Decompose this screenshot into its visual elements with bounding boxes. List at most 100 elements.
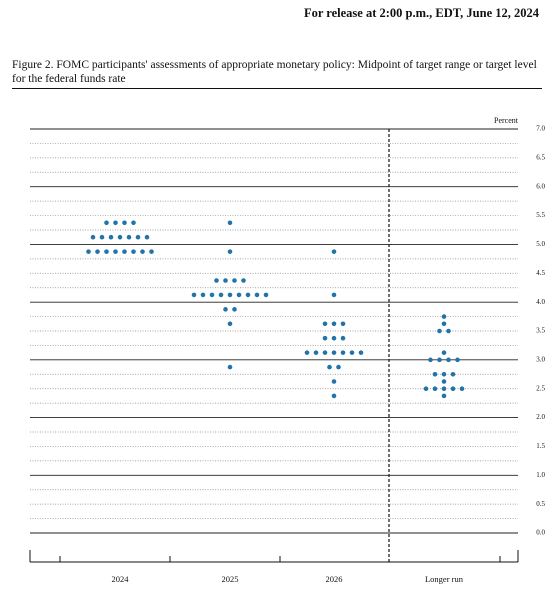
dot xyxy=(232,278,237,283)
dot xyxy=(331,249,337,254)
dot xyxy=(140,249,145,254)
dot xyxy=(331,321,337,327)
dot xyxy=(432,386,438,392)
dot xyxy=(227,220,233,226)
dot xyxy=(108,234,114,240)
dot xyxy=(340,350,346,355)
dot xyxy=(86,249,91,254)
x-tick-label: Longer run xyxy=(425,574,464,584)
dot xyxy=(122,249,127,254)
dot xyxy=(104,249,109,254)
dot xyxy=(241,278,246,283)
dot xyxy=(459,386,465,392)
dot xyxy=(227,292,233,298)
dot xyxy=(441,321,447,327)
dot xyxy=(245,292,251,298)
dot xyxy=(113,220,118,226)
y-tick-label: 0.5 xyxy=(536,500,545,508)
dot xyxy=(254,292,260,298)
dot xyxy=(450,371,456,377)
dot xyxy=(331,350,337,355)
dot xyxy=(446,357,451,363)
chart-title: Figure 2. FOMC participants' assessments… xyxy=(12,59,537,85)
dot xyxy=(331,292,337,298)
y-tick-label: 5.0 xyxy=(536,240,545,248)
y-tick-label: 2.0 xyxy=(536,413,545,421)
dot xyxy=(441,393,447,399)
dot xyxy=(236,292,242,298)
dot xyxy=(149,249,154,254)
dot xyxy=(441,371,447,377)
y-tick-label: 1.5 xyxy=(536,442,545,450)
x-tick-label: 2024 xyxy=(112,574,130,584)
dot xyxy=(437,328,442,334)
dot xyxy=(322,335,328,341)
dot xyxy=(227,364,233,370)
y-tick-label: 6.0 xyxy=(536,182,545,190)
y-tick-label: 3.0 xyxy=(536,355,545,363)
dot xyxy=(441,379,447,384)
dot xyxy=(227,249,233,254)
dot xyxy=(349,350,355,355)
dot xyxy=(304,350,310,355)
dot xyxy=(455,357,460,363)
dot xyxy=(423,386,429,392)
dot xyxy=(340,321,346,327)
dot xyxy=(232,307,237,312)
dot xyxy=(322,321,328,327)
dot xyxy=(126,234,132,240)
dot xyxy=(200,292,206,298)
dot xyxy=(428,357,433,363)
dot xyxy=(331,379,337,384)
dot xyxy=(336,364,341,370)
dot xyxy=(99,234,105,240)
dot xyxy=(437,357,442,363)
dot xyxy=(441,386,447,392)
dot xyxy=(135,234,141,240)
dot xyxy=(144,234,150,240)
dot xyxy=(90,234,96,240)
dot xyxy=(441,314,447,319)
dot xyxy=(313,350,319,355)
dot xyxy=(223,307,228,312)
dot xyxy=(223,278,228,283)
dot xyxy=(450,386,456,392)
title-rule xyxy=(12,88,542,89)
dot xyxy=(227,321,233,327)
dot xyxy=(263,292,269,298)
dot xyxy=(340,335,346,341)
release-note: For release at 2:00 p.m., EDT, June 12, … xyxy=(303,6,539,20)
dot xyxy=(131,249,136,254)
y-tick-label: 6.5 xyxy=(536,153,545,161)
y-tick-label: 4.5 xyxy=(536,269,545,277)
dot xyxy=(117,234,123,240)
dot xyxy=(441,350,447,355)
x-axis-ticks xyxy=(29,550,519,562)
y-tick-label: 7.0 xyxy=(536,125,545,133)
y-tick-label: 5.5 xyxy=(536,211,545,219)
dot xyxy=(95,249,100,254)
dot xyxy=(209,292,215,298)
dot xyxy=(331,393,337,399)
dot xyxy=(322,350,328,355)
dot xyxy=(327,364,332,370)
dot xyxy=(331,335,337,341)
y-tick-label: 0.0 xyxy=(536,529,545,537)
y-tick-label: 2.5 xyxy=(536,384,545,392)
dot xyxy=(358,350,364,355)
dot xyxy=(432,371,438,377)
x-tick-label: 2025 xyxy=(222,574,239,584)
dot xyxy=(218,292,224,298)
y-axis-label: Percent xyxy=(494,116,519,125)
dot xyxy=(104,220,109,226)
y-tick-label: 4.0 xyxy=(536,298,545,306)
y-tick-label: 1.0 xyxy=(536,471,545,479)
dot xyxy=(122,220,127,226)
x-tick-label: 2026 xyxy=(326,574,343,584)
dot xyxy=(446,328,451,334)
dot xyxy=(214,278,219,283)
dot xyxy=(131,220,136,226)
dot xyxy=(191,292,197,298)
